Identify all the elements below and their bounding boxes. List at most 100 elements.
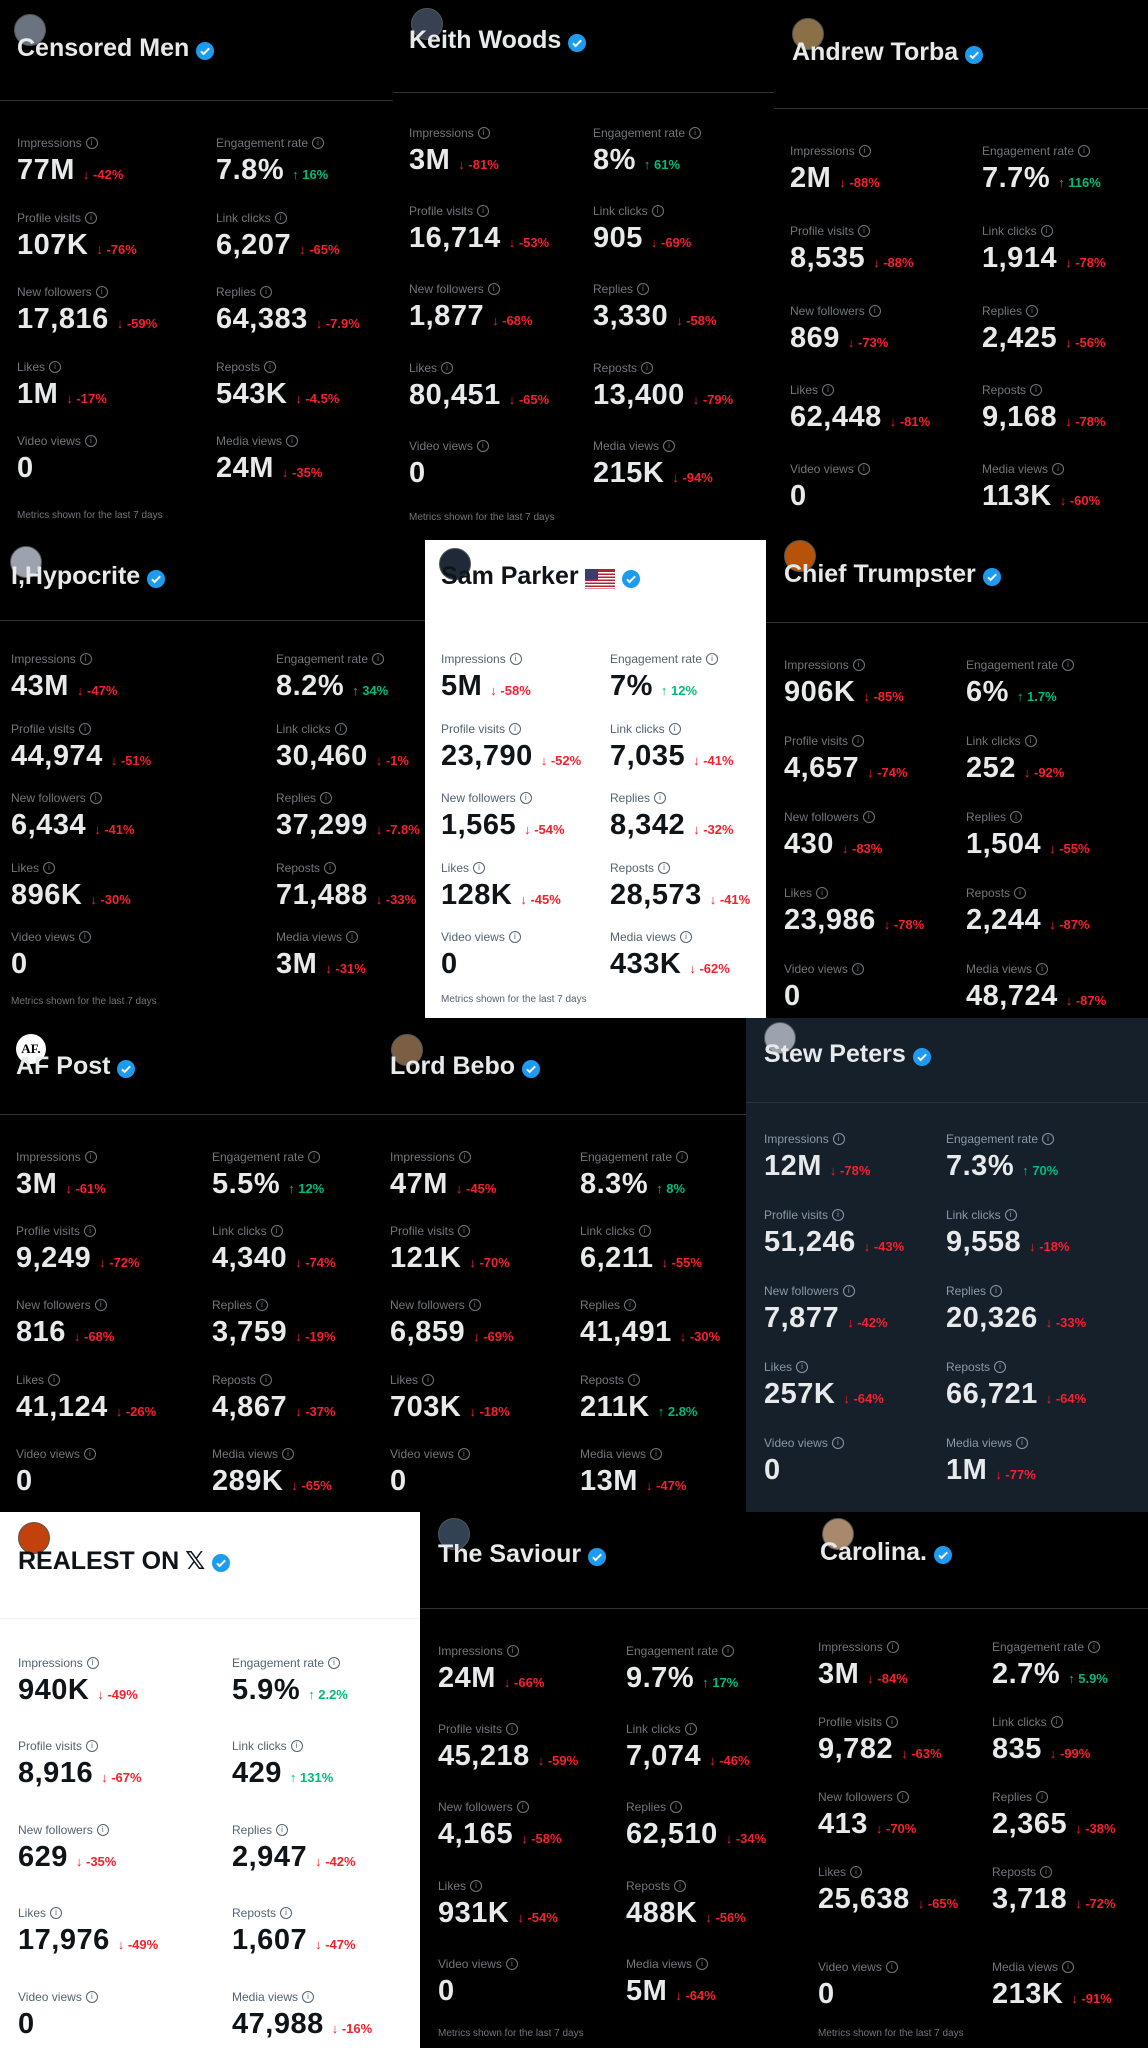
info-icon[interactable]: i xyxy=(79,723,92,735)
info-icon[interactable]: i xyxy=(832,1133,845,1145)
info-icon[interactable]: i xyxy=(476,440,489,452)
info-icon[interactable]: i xyxy=(624,1299,637,1311)
info-icon[interactable]: i xyxy=(372,653,385,665)
info-icon[interactable]: i xyxy=(84,435,97,447)
info-icon[interactable]: i xyxy=(85,137,98,149)
info-icon[interactable]: i xyxy=(509,653,522,665)
info-icon[interactable]: i xyxy=(477,205,490,217)
info-icon[interactable]: i xyxy=(1004,1209,1017,1221)
info-icon[interactable]: i xyxy=(280,1907,293,1919)
info-icon[interactable]: i xyxy=(696,1958,709,1970)
info-icon[interactable]: i xyxy=(79,653,92,665)
account-name-carolina[interactable]: Carolina. xyxy=(820,1538,953,1567)
account-name-the-saviour[interactable]: The Saviour xyxy=(438,1540,607,1569)
info-icon[interactable]: i xyxy=(312,137,325,149)
info-icon[interactable]: i xyxy=(852,735,865,747)
info-icon[interactable]: i xyxy=(328,1657,341,1669)
info-icon[interactable]: i xyxy=(1016,1437,1029,1449)
info-icon[interactable]: i xyxy=(506,1723,519,1735)
account-name-af-post[interactable]: AF Post xyxy=(16,1052,136,1081)
info-icon[interactable]: i xyxy=(638,1225,651,1237)
account-name-lord-bebo[interactable]: Lord Bebo xyxy=(390,1052,541,1081)
info-icon[interactable]: i xyxy=(89,792,102,804)
info-icon[interactable]: i xyxy=(1040,225,1053,237)
chief-trumpster-avatar[interactable] xyxy=(784,540,816,572)
info-icon[interactable]: i xyxy=(468,1299,481,1311)
info-icon[interactable]: i xyxy=(86,1740,99,1752)
info-icon[interactable]: i xyxy=(422,1374,435,1386)
info-icon[interactable]: i xyxy=(260,286,273,298)
info-icon[interactable]: i xyxy=(457,1448,470,1460)
info-icon[interactable]: i xyxy=(270,1225,283,1237)
sam-parker-avatar[interactable] xyxy=(439,548,471,580)
keith-woods-avatar[interactable] xyxy=(411,8,443,40)
info-icon[interactable]: i xyxy=(650,1448,663,1460)
info-icon[interactable]: i xyxy=(1088,1641,1101,1653)
info-icon[interactable]: i xyxy=(862,811,875,823)
info-icon[interactable]: i xyxy=(850,1866,863,1878)
info-icon[interactable]: i xyxy=(308,1151,321,1163)
account-name-i-hypocrite[interactable]: I,Hypocrite xyxy=(11,562,166,591)
info-icon[interactable]: i xyxy=(85,212,98,224)
info-icon[interactable]: i xyxy=(96,1824,109,1836)
account-name-keith-woods[interactable]: Keith Woods xyxy=(409,26,587,55)
info-icon[interactable]: i xyxy=(858,225,871,237)
info-icon[interactable]: i xyxy=(49,361,62,373)
info-icon[interactable]: i xyxy=(651,205,664,217)
info-icon[interactable]: i xyxy=(689,127,702,139)
info-icon[interactable]: i xyxy=(706,653,719,665)
info-icon[interactable]: i xyxy=(43,862,56,874)
info-icon[interactable]: i xyxy=(282,1448,295,1460)
info-icon[interactable]: i xyxy=(506,1645,519,1657)
info-icon[interactable]: i xyxy=(260,1374,273,1386)
account-name-stew-peters[interactable]: Stew Peters xyxy=(764,1040,932,1069)
info-icon[interactable]: i xyxy=(722,1645,735,1657)
info-icon[interactable]: i xyxy=(1026,305,1039,317)
info-icon[interactable]: i xyxy=(320,792,333,804)
andrew-torba-avatar[interactable] xyxy=(792,18,824,50)
info-icon[interactable]: i xyxy=(796,1361,809,1373)
info-icon[interactable]: i xyxy=(302,1991,315,2003)
info-icon[interactable]: i xyxy=(1036,1791,1049,1803)
info-icon[interactable]: i xyxy=(1024,735,1037,747)
account-name-realest-on[interactable]: REALEST ON 𝕏 xyxy=(18,1546,231,1576)
info-icon[interactable]: i xyxy=(1062,659,1075,671)
info-icon[interactable]: i xyxy=(668,723,681,735)
info-icon[interactable]: i xyxy=(473,862,486,874)
info-icon[interactable]: i xyxy=(256,1299,269,1311)
info-icon[interactable]: i xyxy=(286,435,299,447)
info-icon[interactable]: i xyxy=(1030,384,1043,396)
info-icon[interactable]: i xyxy=(1010,811,1023,823)
info-icon[interactable]: i xyxy=(990,1285,1003,1297)
info-icon[interactable]: i xyxy=(509,723,522,735)
info-icon[interactable]: i xyxy=(684,1723,697,1735)
info-icon[interactable]: i xyxy=(1040,1866,1053,1878)
info-icon[interactable]: i xyxy=(680,931,693,943)
info-icon[interactable]: i xyxy=(1052,463,1065,475)
info-icon[interactable]: i xyxy=(832,1209,845,1221)
info-icon[interactable]: i xyxy=(674,1880,687,1892)
i-hypocrite-avatar[interactable] xyxy=(10,546,42,578)
info-icon[interactable]: i xyxy=(516,1801,529,1813)
info-icon[interactable]: i xyxy=(50,1907,63,1919)
info-icon[interactable]: i xyxy=(505,1958,518,1970)
info-icon[interactable]: i xyxy=(885,1961,898,1973)
info-icon[interactable]: i xyxy=(95,286,108,298)
info-icon[interactable]: i xyxy=(851,963,864,975)
info-icon[interactable]: i xyxy=(458,1225,471,1237)
info-icon[interactable]: i xyxy=(84,1151,97,1163)
info-icon[interactable]: i xyxy=(458,1151,471,1163)
lord-bebo-avatar[interactable] xyxy=(391,1034,423,1066)
info-icon[interactable]: i xyxy=(508,931,521,943)
info-icon[interactable]: i xyxy=(1036,963,1049,975)
info-icon[interactable]: i xyxy=(86,1657,99,1669)
info-icon[interactable]: i xyxy=(85,1991,98,2003)
info-icon[interactable]: i xyxy=(637,283,650,295)
af-post-logo[interactable]: AF. xyxy=(16,1034,46,1064)
info-icon[interactable]: i xyxy=(886,1716,899,1728)
info-icon[interactable]: i xyxy=(1078,145,1091,157)
info-icon[interactable]: i xyxy=(83,1448,96,1460)
info-icon[interactable]: i xyxy=(641,362,654,374)
the-saviour-avatar[interactable] xyxy=(438,1518,470,1550)
info-icon[interactable]: i xyxy=(994,1361,1007,1373)
